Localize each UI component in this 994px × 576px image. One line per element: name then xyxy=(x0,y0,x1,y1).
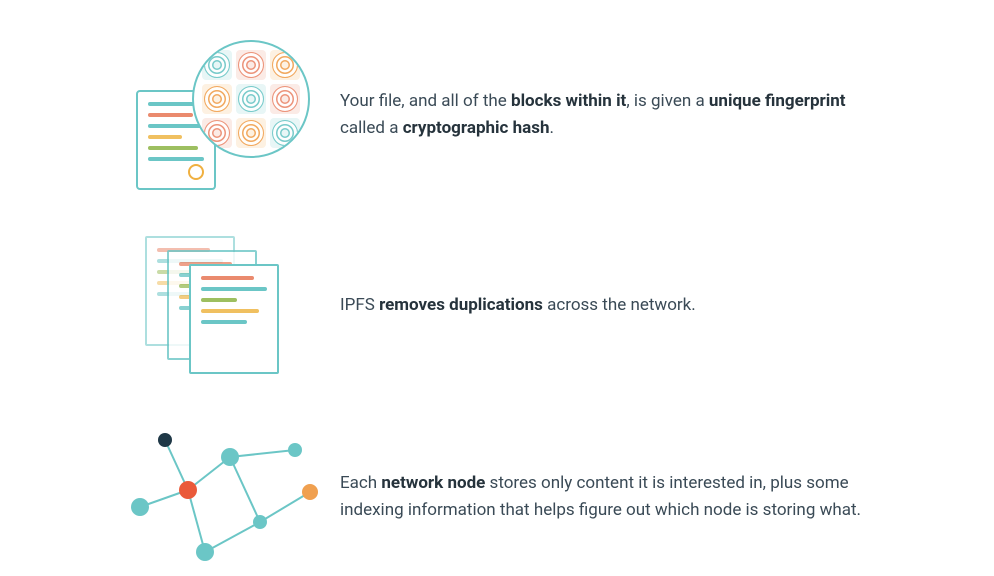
text: , is given a xyxy=(626,91,709,111)
fingerprint-icon xyxy=(270,118,300,148)
fingerprint-icon xyxy=(270,50,300,80)
fingerprint-icon xyxy=(202,50,232,80)
hash-illustration xyxy=(100,40,340,190)
network-graph-icon xyxy=(110,422,330,572)
network-node xyxy=(253,515,267,529)
text: IPFS xyxy=(340,295,379,315)
text: Each xyxy=(340,473,381,493)
dedup-description: IPFS removes duplications across the net… xyxy=(340,292,914,319)
fingerprint-icon xyxy=(236,118,266,148)
duplicate-doc-icon xyxy=(189,264,279,374)
network-description: Each network node stores only content it… xyxy=(340,470,914,524)
bold-text: cryptographic hash xyxy=(403,118,550,138)
fingerprint-icon xyxy=(236,50,266,80)
feature-hash: Your file, and all of the blocks within … xyxy=(100,40,914,190)
bold-text: blocks within it xyxy=(511,91,626,111)
network-node xyxy=(196,543,214,561)
bold-text: unique fingerprint xyxy=(709,91,846,111)
fingerprint-icon xyxy=(236,84,266,114)
text: across the network. xyxy=(543,295,696,315)
fingerprint-icon xyxy=(202,118,232,148)
network-edge xyxy=(230,450,295,457)
text: called a xyxy=(340,118,403,138)
fingerprint-icon xyxy=(202,84,232,114)
network-edge xyxy=(205,522,260,552)
network-node xyxy=(302,484,318,500)
bold-text: network node xyxy=(381,473,485,493)
network-edge xyxy=(230,457,260,522)
dedup-illustration xyxy=(100,236,340,376)
magnifier-fingerprints-icon xyxy=(192,40,310,158)
network-edge xyxy=(260,492,310,522)
network-edge xyxy=(188,490,205,552)
bold-text: removes duplications xyxy=(379,295,543,315)
fingerprint-icon xyxy=(270,84,300,114)
network-node xyxy=(179,481,197,499)
text: Your file, and all of the xyxy=(340,91,511,111)
hash-description: Your file, and all of the blocks within … xyxy=(340,88,914,142)
feature-network: Each network node stores only content it… xyxy=(100,422,914,572)
network-node xyxy=(131,498,149,516)
text: . xyxy=(549,118,553,138)
feature-dedup: IPFS removes duplications across the net… xyxy=(100,236,914,376)
network-node xyxy=(221,448,239,466)
network-node xyxy=(158,433,172,447)
network-node xyxy=(288,443,302,457)
network-illustration xyxy=(100,422,340,572)
